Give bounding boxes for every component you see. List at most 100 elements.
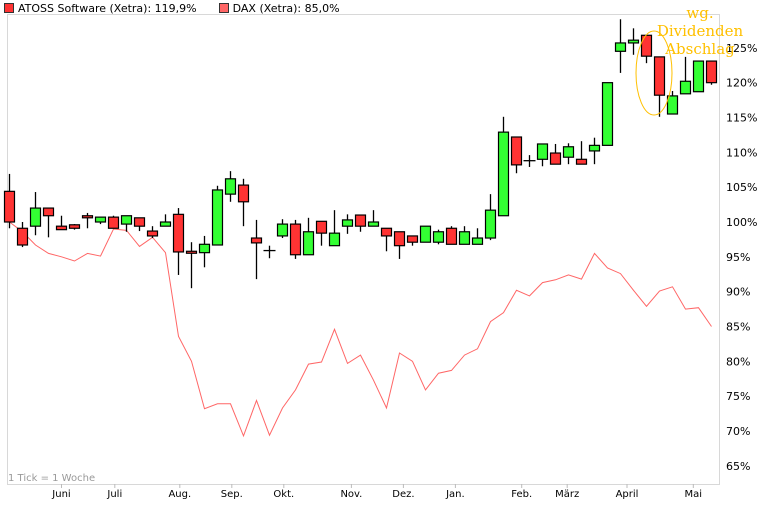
candle-body xyxy=(406,235,419,243)
candle-body xyxy=(81,215,94,219)
candle xyxy=(172,208,185,275)
candle xyxy=(302,217,315,256)
candle xyxy=(341,214,354,234)
candle xyxy=(653,56,666,117)
candle xyxy=(94,216,107,225)
candle-body xyxy=(588,144,601,152)
dividend-annotation: wg. Dividenden Abschlag xyxy=(635,4,744,116)
candle xyxy=(679,56,692,95)
y-tick-label: 75% xyxy=(726,390,750,403)
candle-body xyxy=(367,221,380,227)
candle-body xyxy=(705,60,718,84)
candle xyxy=(419,225,432,243)
x-tick-label: Juni xyxy=(51,489,70,500)
y-tick-label: 110% xyxy=(726,146,757,159)
candle xyxy=(198,235,211,268)
candle xyxy=(276,219,289,239)
candle xyxy=(601,82,614,146)
candle xyxy=(42,207,55,238)
candle-body xyxy=(692,60,705,93)
x-tick-label: Juli xyxy=(106,489,122,500)
dax-line xyxy=(9,221,712,438)
candle xyxy=(107,215,120,229)
candle-body xyxy=(29,207,42,227)
y-tick-label: 85% xyxy=(726,321,750,334)
candle xyxy=(692,60,705,93)
x-tick-label: Sep. xyxy=(221,489,243,500)
candle xyxy=(471,228,484,245)
y-tick-label: 125% xyxy=(726,42,757,55)
candle xyxy=(81,212,94,229)
x-tick-label: Mai xyxy=(685,489,703,500)
candle-body xyxy=(653,56,666,96)
candle-body xyxy=(120,215,133,225)
candle xyxy=(627,28,640,55)
candle-body xyxy=(133,217,146,227)
candle xyxy=(29,192,42,236)
candle xyxy=(68,224,81,230)
candle xyxy=(263,245,276,259)
candle-body xyxy=(445,227,458,245)
candle xyxy=(445,226,458,245)
candle xyxy=(146,226,159,239)
legend-item-atoss: ATOSS Software (Xetra): 119,9% xyxy=(4,1,197,15)
candle-body xyxy=(575,158,588,165)
candle-body xyxy=(562,146,575,158)
candle-body xyxy=(159,221,172,227)
candle xyxy=(133,217,146,232)
candle xyxy=(523,155,536,167)
candle-body xyxy=(211,189,224,246)
candle xyxy=(549,143,562,165)
plot-frame xyxy=(7,14,720,485)
candle-body xyxy=(497,131,510,217)
candle-body xyxy=(679,80,692,95)
candle-body xyxy=(172,213,185,253)
legend-item-dax: DAX (Xetra): 85,0% xyxy=(218,1,340,15)
y-tick-label: 105% xyxy=(726,181,757,194)
legend-swatch-atoss xyxy=(4,3,14,13)
annotation-ellipse xyxy=(635,30,673,116)
candle xyxy=(237,178,250,227)
candle xyxy=(354,214,367,232)
candle-body xyxy=(341,219,354,227)
candle xyxy=(315,220,328,246)
x-tick-label: März xyxy=(555,489,579,500)
candle xyxy=(380,227,393,252)
y-tick-label: 90% xyxy=(726,286,750,299)
candle-body xyxy=(315,220,328,234)
y-tick-label: 120% xyxy=(726,77,757,90)
x-tick-label: Dez. xyxy=(392,489,414,500)
candle xyxy=(224,171,237,202)
atoss-series xyxy=(3,19,718,289)
candle-body xyxy=(250,237,263,244)
candle xyxy=(367,210,380,227)
candle xyxy=(3,173,16,229)
footnote: 1 Tick = 1 Woche xyxy=(8,473,95,484)
y-tick-label: 95% xyxy=(726,251,750,264)
candle-body xyxy=(614,42,627,52)
candle-body xyxy=(146,230,159,237)
candle-body xyxy=(224,178,237,195)
candle-body xyxy=(107,216,120,229)
legend-label-atoss: ATOSS Software (Xetra): 119,9% xyxy=(18,1,197,15)
candle-body xyxy=(380,227,393,237)
candle xyxy=(393,231,406,259)
candle xyxy=(120,215,133,232)
candle-body xyxy=(237,184,250,203)
x-tick-label: Aug. xyxy=(168,489,191,500)
candle-body xyxy=(198,243,211,254)
candle-body xyxy=(42,207,55,217)
x-tick-label: Jan. xyxy=(445,489,465,500)
candle-body xyxy=(536,143,549,160)
y-tick-label: 65% xyxy=(726,460,750,473)
candle-body xyxy=(55,225,68,231)
y-tick-label: 115% xyxy=(726,111,757,124)
candle-body xyxy=(354,214,367,227)
candle-body xyxy=(484,209,497,239)
x-tick-label: Okt. xyxy=(273,489,294,500)
legend-label-dax: DAX (Xetra): 85,0% xyxy=(232,1,340,15)
candle xyxy=(575,141,588,165)
candle-body xyxy=(3,190,16,223)
candle xyxy=(705,60,718,85)
